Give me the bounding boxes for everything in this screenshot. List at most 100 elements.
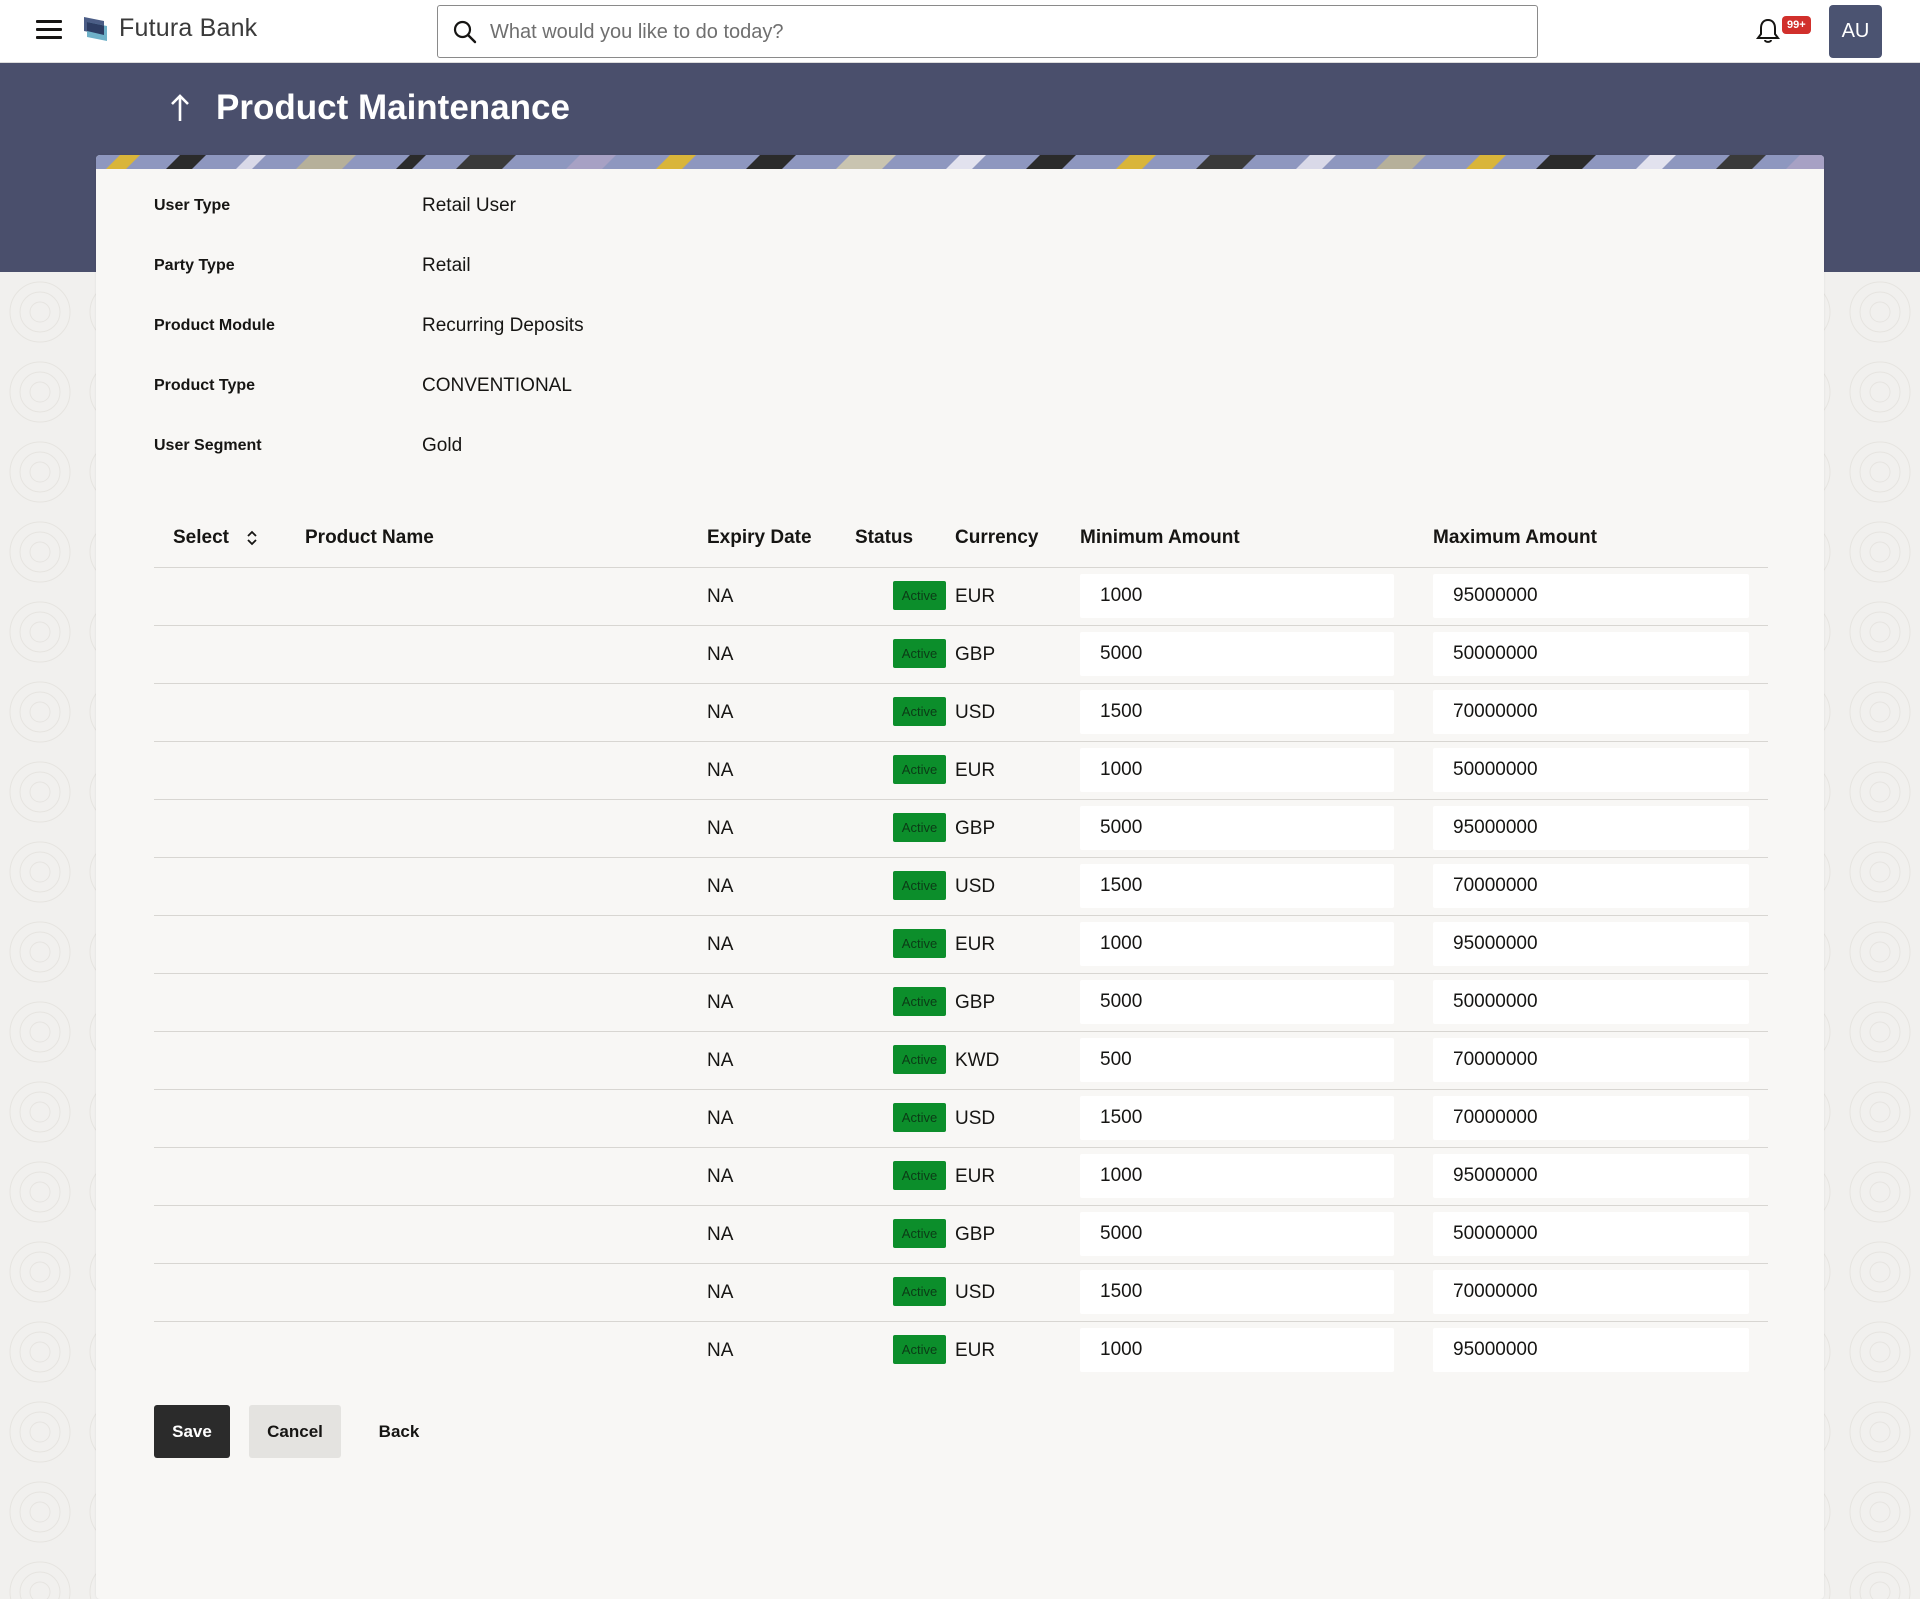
column-header-expiry-date: Expiry Date — [707, 527, 812, 548]
maximum-amount-input[interactable] — [1433, 806, 1749, 850]
maximum-amount-input[interactable] — [1433, 1154, 1749, 1198]
maximum-amount-input[interactable] — [1433, 1328, 1749, 1372]
maximum-amount-field[interactable] — [1433, 980, 1749, 1024]
search-input[interactable] — [490, 14, 1520, 50]
maximum-amount-field[interactable] — [1433, 748, 1749, 792]
save-button[interactable]: Save — [154, 1405, 230, 1458]
maximum-amount-input[interactable] — [1433, 922, 1749, 966]
column-header-select[interactable]: Select — [173, 527, 258, 549]
expiry-date-cell: NA — [707, 1166, 734, 1187]
maximum-amount-input[interactable] — [1433, 574, 1749, 618]
back-arrow-icon[interactable] — [168, 93, 192, 123]
maximum-amount-input[interactable] — [1433, 980, 1749, 1024]
avatar[interactable]: AU — [1829, 5, 1882, 58]
minimum-amount-field[interactable] — [1080, 806, 1394, 850]
maximum-amount-input[interactable] — [1433, 1270, 1749, 1314]
maximum-amount-input[interactable] — [1433, 1212, 1749, 1256]
expiry-date-cell: NA — [707, 702, 734, 723]
minimum-amount-field[interactable] — [1080, 1270, 1394, 1314]
sort-icon[interactable] — [246, 529, 258, 547]
expiry-date-cell: NA — [707, 644, 734, 665]
minimum-amount-input[interactable] — [1080, 1270, 1394, 1314]
minimum-amount-field[interactable] — [1080, 1212, 1394, 1256]
product-type-label: Product Type — [154, 377, 256, 394]
minimum-amount-input[interactable] — [1080, 1328, 1394, 1372]
minimum-amount-field[interactable] — [1080, 1096, 1394, 1140]
maximum-amount-field[interactable] — [1433, 1096, 1749, 1140]
currency-cell: EUR — [955, 934, 996, 955]
table-row: NA Active EUR — [154, 1147, 1768, 1205]
expiry-date-cell: NA — [707, 1224, 734, 1245]
minimum-amount-input[interactable] — [1080, 574, 1394, 618]
user-type-value: Retail User — [422, 195, 516, 216]
status-badge: Active — [893, 639, 946, 668]
minimum-amount-field[interactable] — [1080, 1038, 1394, 1082]
minimum-amount-input[interactable] — [1080, 632, 1394, 676]
top-bar: Futura Bank 99+ AU — [0, 0, 1920, 63]
maximum-amount-field[interactable] — [1433, 1328, 1749, 1372]
minimum-amount-input[interactable] — [1080, 864, 1394, 908]
status-badge: Active — [893, 1045, 946, 1074]
page-title: Product Maintenance — [216, 88, 570, 127]
maximum-amount-field[interactable] — [1433, 690, 1749, 734]
hamburger-menu-icon[interactable] — [36, 20, 62, 40]
status-badge: Active — [893, 1161, 946, 1190]
back-button[interactable]: Back — [363, 1405, 435, 1458]
column-header-max-amount: Maximum Amount — [1433, 527, 1597, 548]
maximum-amount-field[interactable] — [1433, 922, 1749, 966]
minimum-amount-field[interactable] — [1080, 632, 1394, 676]
minimum-amount-input[interactable] — [1080, 922, 1394, 966]
minimum-amount-input[interactable] — [1080, 1038, 1394, 1082]
minimum-amount-input[interactable] — [1080, 1096, 1394, 1140]
minimum-amount-field[interactable] — [1080, 574, 1394, 618]
minimum-amount-field[interactable] — [1080, 690, 1394, 734]
minimum-amount-field[interactable] — [1080, 1154, 1394, 1198]
maximum-amount-field[interactable] — [1433, 1270, 1749, 1314]
cancel-button[interactable]: Cancel — [249, 1405, 341, 1458]
minimum-amount-input[interactable] — [1080, 806, 1394, 850]
currency-cell: USD — [955, 1108, 996, 1129]
maximum-amount-field[interactable] — [1433, 1038, 1749, 1082]
brand-name[interactable]: Futura Bank — [119, 14, 258, 42]
maximum-amount-input[interactable] — [1433, 1038, 1749, 1082]
currency-cell: EUR — [955, 760, 996, 781]
currency-cell: USD — [955, 876, 996, 897]
minimum-amount-input[interactable] — [1080, 1212, 1394, 1256]
bell-icon[interactable] — [1755, 17, 1781, 45]
table-row: NA Active EUR — [154, 1321, 1768, 1379]
expiry-date-cell: NA — [707, 760, 734, 781]
maximum-amount-field[interactable] — [1433, 574, 1749, 618]
minimum-amount-input[interactable] — [1080, 1154, 1394, 1198]
minimum-amount-field[interactable] — [1080, 922, 1394, 966]
search-bar[interactable] — [437, 5, 1538, 58]
minimum-amount-field[interactable] — [1080, 748, 1394, 792]
maximum-amount-field[interactable] — [1433, 632, 1749, 676]
expiry-date-cell: NA — [707, 586, 734, 607]
currency-cell: GBP — [955, 644, 996, 665]
maximum-amount-input[interactable] — [1433, 1096, 1749, 1140]
currency-cell: EUR — [955, 1166, 996, 1187]
table-row: NA Active GBP — [154, 1205, 1768, 1263]
minimum-amount-field[interactable] — [1080, 864, 1394, 908]
minimum-amount-input[interactable] — [1080, 690, 1394, 734]
expiry-date-cell: NA — [707, 992, 734, 1013]
maximum-amount-field[interactable] — [1433, 806, 1749, 850]
maximum-amount-input[interactable] — [1433, 690, 1749, 734]
currency-cell: GBP — [955, 818, 996, 839]
maximum-amount-field[interactable] — [1433, 1212, 1749, 1256]
maximum-amount-input[interactable] — [1433, 748, 1749, 792]
minimum-amount-field[interactable] — [1080, 1328, 1394, 1372]
maximum-amount-input[interactable] — [1433, 632, 1749, 676]
expiry-date-cell: NA — [707, 818, 734, 839]
maximum-amount-field[interactable] — [1433, 1154, 1749, 1198]
minimum-amount-input[interactable] — [1080, 980, 1394, 1024]
table-row: NA Active USD — [154, 1263, 1768, 1321]
maximum-amount-input[interactable] — [1433, 864, 1749, 908]
currency-cell: USD — [955, 1282, 996, 1303]
minimum-amount-field[interactable] — [1080, 980, 1394, 1024]
select-header-label: Select — [173, 527, 229, 548]
maximum-amount-field[interactable] — [1433, 864, 1749, 908]
table-row: NA Active USD — [154, 857, 1768, 915]
minimum-amount-input[interactable] — [1080, 748, 1394, 792]
user-segment-label: User Segment — [154, 437, 262, 454]
